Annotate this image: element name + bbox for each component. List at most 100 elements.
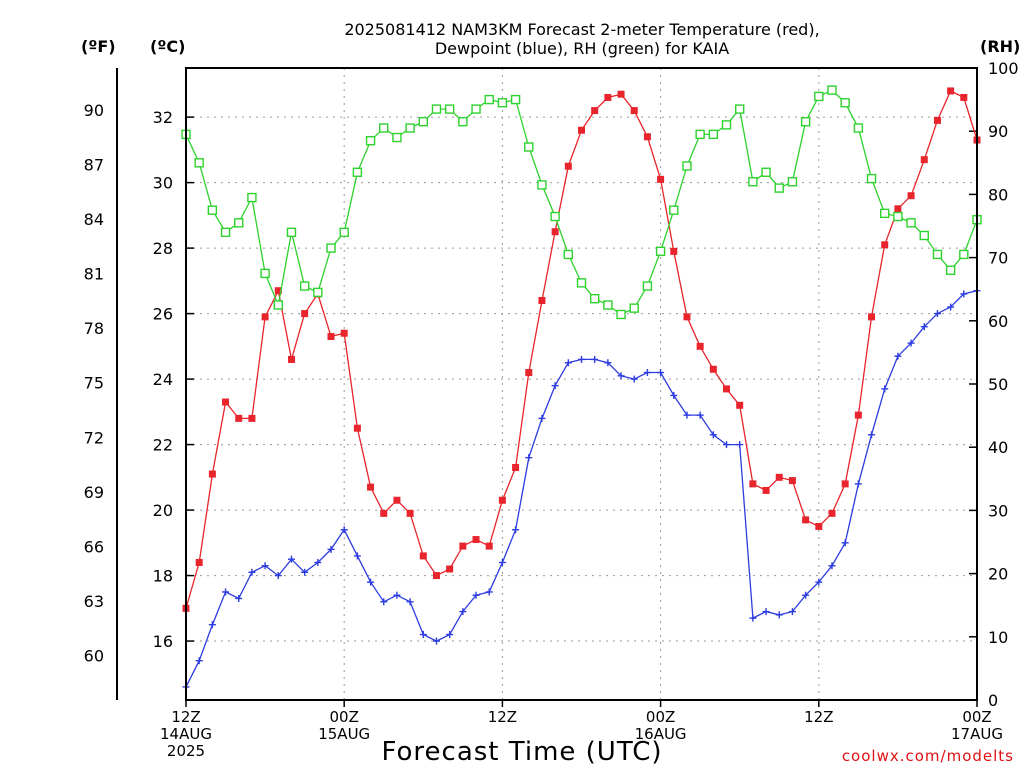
data-point bbox=[235, 594, 243, 602]
celsius-tick-label: 16 bbox=[153, 632, 173, 651]
data-point bbox=[696, 411, 704, 419]
data-point bbox=[749, 614, 757, 622]
data-point bbox=[802, 516, 810, 524]
data-point bbox=[512, 526, 520, 534]
fahrenheit-tick-label: 66 bbox=[84, 537, 104, 556]
data-point bbox=[800, 117, 811, 127]
rh-axis-label: (RH) bbox=[980, 37, 1020, 56]
data-point bbox=[828, 562, 836, 570]
x-tick-label: 2025 bbox=[167, 742, 205, 760]
data-point bbox=[353, 424, 361, 432]
data-point bbox=[775, 473, 783, 481]
data-point bbox=[247, 192, 257, 203]
data-point bbox=[670, 391, 678, 399]
data-point bbox=[655, 246, 666, 256]
data-point bbox=[393, 496, 401, 504]
source-credit: coolwx.com/modelts bbox=[842, 747, 1014, 765]
data-point bbox=[524, 142, 534, 152]
data-point bbox=[274, 287, 282, 295]
data-point bbox=[287, 555, 295, 563]
data-point bbox=[220, 227, 231, 238]
data-point bbox=[853, 123, 864, 133]
data-point bbox=[550, 211, 560, 222]
data-point bbox=[761, 167, 771, 177]
data-point bbox=[339, 227, 349, 238]
fahrenheit-axis-label: (ºF) bbox=[81, 37, 116, 56]
rh-tick-label: 80 bbox=[988, 185, 1008, 204]
data-point bbox=[444, 104, 455, 114]
data-point bbox=[194, 158, 204, 168]
data-point bbox=[629, 303, 639, 313]
data-point bbox=[327, 545, 335, 553]
data-point bbox=[933, 310, 941, 318]
data-point bbox=[617, 372, 625, 380]
data-point bbox=[432, 637, 440, 645]
rh-tick-label: 50 bbox=[988, 375, 1008, 394]
data-point bbox=[525, 454, 533, 462]
celsius-tick-label: 30 bbox=[153, 174, 173, 193]
chart-title-line-1: 2025081412 NAM3KM Forecast 2-meter Tempe… bbox=[344, 20, 819, 39]
x-tick-label: 16AUG bbox=[635, 725, 687, 743]
data-point bbox=[418, 117, 428, 127]
data-point bbox=[959, 249, 969, 260]
data-point bbox=[669, 205, 679, 215]
data-point bbox=[723, 441, 731, 449]
data-point bbox=[617, 90, 625, 98]
data-point bbox=[947, 303, 955, 311]
data-point bbox=[868, 313, 876, 321]
data-point bbox=[881, 385, 889, 393]
data-point bbox=[709, 365, 717, 373]
fahrenheit-tick-label: 69 bbox=[84, 483, 104, 502]
celsius-tick-label: 24 bbox=[153, 370, 173, 389]
data-point bbox=[525, 369, 533, 377]
data-point bbox=[273, 300, 283, 310]
x-tick-label: 00Z bbox=[330, 708, 359, 726]
data-point bbox=[775, 611, 783, 619]
data-point bbox=[880, 208, 890, 219]
data-point bbox=[708, 129, 719, 140]
data-point bbox=[815, 578, 823, 586]
series-1 bbox=[182, 287, 981, 691]
rh-tick-label: 70 bbox=[988, 249, 1008, 268]
data-point bbox=[471, 104, 481, 114]
fahrenheit-tick-label: 87 bbox=[84, 155, 104, 174]
data-point bbox=[643, 369, 651, 377]
data-point bbox=[207, 205, 218, 215]
celsius-tick-label: 20 bbox=[153, 501, 173, 520]
series-layer bbox=[181, 85, 982, 691]
data-point bbox=[353, 552, 361, 560]
chart-title-line-2: Dewpoint (blue), RH (green) for KAIA bbox=[435, 39, 729, 58]
data-point bbox=[683, 411, 691, 419]
fahrenheit-tick-label: 63 bbox=[84, 592, 104, 611]
data-point bbox=[458, 117, 468, 127]
fahrenheit-tick-label: 60 bbox=[84, 647, 104, 666]
axis-layer: 16182022242628303212Z14AUG202500Z15AUG12… bbox=[84, 59, 1019, 760]
x-tick-label: 14AUG bbox=[160, 725, 212, 743]
x-axis-title: Forecast Time (UTC) bbox=[381, 737, 662, 767]
data-point bbox=[367, 483, 375, 491]
data-point bbox=[736, 441, 744, 449]
data-point bbox=[642, 281, 653, 291]
data-point bbox=[340, 526, 348, 534]
data-point bbox=[907, 192, 915, 200]
data-point bbox=[696, 342, 704, 350]
data-point bbox=[854, 411, 862, 419]
data-point bbox=[405, 123, 415, 133]
data-point bbox=[907, 339, 915, 347]
data-point bbox=[960, 290, 968, 298]
data-point bbox=[352, 167, 363, 177]
data-point bbox=[827, 85, 837, 95]
rh-tick-label: 0 bbox=[988, 691, 998, 710]
data-point bbox=[866, 173, 877, 184]
data-point bbox=[788, 608, 796, 616]
data-point bbox=[881, 241, 889, 249]
data-point bbox=[538, 296, 546, 304]
data-point bbox=[787, 177, 798, 187]
data-point bbox=[906, 218, 916, 228]
data-point bbox=[485, 588, 493, 596]
data-point bbox=[195, 657, 203, 665]
data-point bbox=[788, 477, 796, 485]
data-point bbox=[287, 355, 295, 363]
data-point bbox=[682, 161, 692, 171]
data-point bbox=[616, 309, 626, 320]
